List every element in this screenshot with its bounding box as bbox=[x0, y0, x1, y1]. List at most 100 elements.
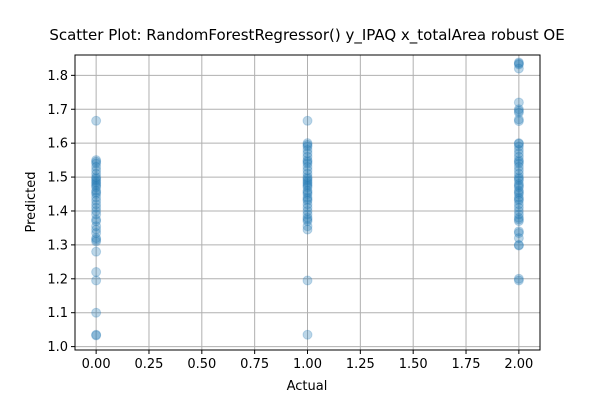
y-tick-label: 1.4 bbox=[47, 204, 68, 219]
y-tick-label: 1.7 bbox=[47, 103, 68, 118]
scatter-point bbox=[302, 155, 313, 166]
scatter-point bbox=[513, 156, 524, 167]
scatter-point bbox=[513, 199, 524, 210]
scatter-point bbox=[91, 228, 102, 239]
scatter-point bbox=[302, 148, 313, 159]
scatter-point bbox=[513, 185, 524, 196]
scatter-point bbox=[302, 182, 313, 193]
scatter-point bbox=[91, 158, 102, 169]
scatter-point bbox=[91, 224, 102, 235]
scatter-point bbox=[513, 58, 524, 69]
x-tick-label: 0.75 bbox=[240, 357, 269, 372]
scatter-point bbox=[91, 172, 102, 183]
x-tick-label: 0.00 bbox=[82, 357, 111, 372]
scatter-point bbox=[513, 205, 524, 216]
scatter-point bbox=[302, 205, 313, 216]
scatter-point bbox=[302, 172, 313, 183]
x-tick-label: 0.50 bbox=[187, 357, 216, 372]
scatter-point bbox=[513, 226, 524, 237]
scatter-point bbox=[513, 212, 524, 223]
scatter-point bbox=[302, 195, 313, 206]
scatter-point bbox=[91, 246, 102, 257]
scatter-point bbox=[91, 307, 102, 318]
scatter-point bbox=[91, 236, 102, 247]
x-tick-label: 1.75 bbox=[452, 357, 481, 372]
y-tick-label: 1.2 bbox=[47, 272, 68, 287]
scatter-point bbox=[91, 185, 102, 196]
scatter-point bbox=[302, 329, 313, 340]
scatter-point bbox=[513, 155, 524, 166]
scatter-point bbox=[302, 175, 313, 186]
scatter-point bbox=[91, 178, 102, 189]
scatter-point bbox=[91, 267, 102, 278]
scatter-point bbox=[91, 168, 102, 179]
scatter-point bbox=[302, 161, 313, 172]
scatter-point bbox=[513, 175, 524, 186]
scatter-point bbox=[513, 189, 524, 200]
scatter-point bbox=[513, 172, 524, 183]
scatter-point bbox=[91, 216, 102, 227]
scatter-point bbox=[513, 57, 524, 68]
scatter-point bbox=[302, 156, 313, 167]
y-tick-label: 1.0 bbox=[47, 340, 68, 355]
scatter-point bbox=[513, 194, 524, 205]
scatter-point bbox=[302, 178, 313, 189]
scatter-point bbox=[302, 194, 313, 205]
y-tick-label: 1.1 bbox=[47, 306, 68, 321]
scatter-point bbox=[91, 189, 102, 200]
x-tick-label: 0.25 bbox=[135, 357, 164, 372]
scatter-point bbox=[302, 158, 313, 169]
scatter-point bbox=[513, 209, 524, 220]
scatter-point bbox=[302, 216, 313, 227]
scatter-point bbox=[513, 214, 524, 225]
scatter-point bbox=[302, 151, 313, 162]
scatter-point bbox=[513, 141, 524, 152]
scatter-point bbox=[513, 59, 524, 70]
scatter-point bbox=[513, 138, 524, 149]
scatter-point bbox=[513, 216, 524, 227]
scatter-point bbox=[513, 148, 524, 159]
scatter-point bbox=[302, 187, 313, 198]
scatter-point bbox=[91, 192, 102, 203]
scatter-point bbox=[302, 139, 313, 150]
y-axis-ticks: 1.0 1.1 1.2 1.3 1.4 1.5 1.6 1.7 1.8 bbox=[47, 69, 75, 355]
scatter-point bbox=[513, 63, 524, 74]
scatter-point bbox=[513, 107, 524, 118]
scatter-point bbox=[91, 199, 102, 210]
scatter-point bbox=[302, 189, 313, 200]
scatter-point bbox=[513, 180, 524, 191]
scatter-point bbox=[91, 214, 102, 225]
scatter-point bbox=[302, 275, 313, 286]
scatter-point bbox=[513, 233, 524, 244]
scatter-point bbox=[302, 165, 313, 176]
scatter-point bbox=[513, 97, 524, 108]
scatter-point bbox=[513, 273, 524, 284]
scatter-point bbox=[513, 182, 524, 193]
scatter-point bbox=[302, 177, 313, 188]
scatter-point bbox=[302, 115, 313, 126]
scatter-point bbox=[91, 155, 102, 166]
scatter-point bbox=[513, 114, 524, 125]
scatter-point bbox=[513, 144, 524, 155]
scatter-point bbox=[513, 165, 524, 176]
scatter-point bbox=[513, 173, 524, 184]
scatter-point bbox=[513, 195, 524, 206]
scatter-point bbox=[513, 202, 524, 213]
scatter-point bbox=[302, 185, 313, 196]
y-axis-label: Predicted bbox=[24, 171, 39, 232]
scatter-point bbox=[302, 168, 313, 179]
y-tick-label: 1.6 bbox=[47, 137, 68, 152]
scatter-point bbox=[91, 234, 102, 245]
scatter-point bbox=[513, 161, 524, 172]
scatter-point bbox=[513, 228, 524, 239]
scatter-point bbox=[91, 173, 102, 184]
scatter-point bbox=[513, 158, 524, 169]
scatter-point bbox=[513, 168, 524, 179]
scatter-point bbox=[513, 104, 524, 115]
scatter-point bbox=[91, 182, 102, 193]
scatter-point bbox=[513, 239, 524, 250]
scatter-point bbox=[513, 151, 524, 162]
scatter-point bbox=[91, 156, 102, 167]
